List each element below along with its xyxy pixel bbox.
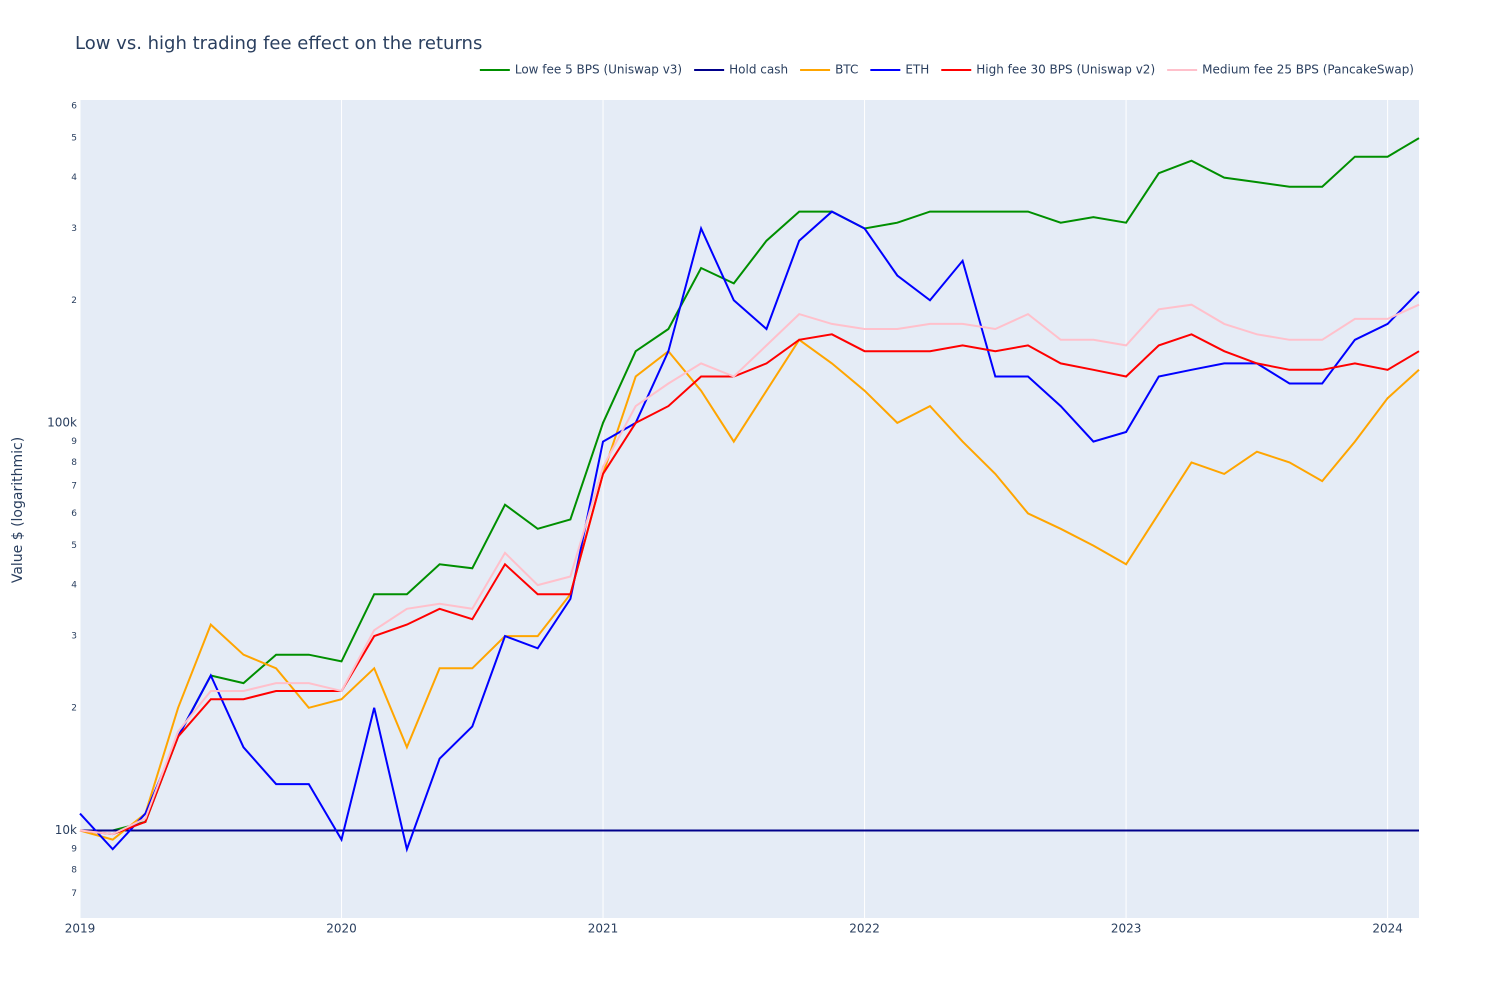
x-tick-label: 2023 — [1111, 922, 1142, 936]
y-tick-label: 3 — [71, 632, 77, 642]
y-tick-label: 4 — [71, 581, 77, 591]
y-tick-label: 7 — [71, 889, 77, 899]
series-line — [79, 338, 1420, 841]
y-tick-label: 6 — [71, 101, 77, 111]
series-line — [79, 333, 1420, 836]
legend: Low fee 5 BPS (Uniswap v3) Hold cash BTC ET… — [479, 63, 1414, 77]
x-tick-label: 2021 — [588, 922, 619, 936]
legend-label: Low fee 5 BPS (Uniswap v3) — [515, 63, 682, 77]
legend-label: Medium fee 25 BPS (PancakeSwap) — [1202, 63, 1414, 77]
legend-label: Hold cash — [729, 63, 788, 77]
y-tick-label: 4 — [71, 173, 77, 183]
x-tick-label: 2019 — [65, 922, 96, 936]
y-tick-label: 5 — [71, 134, 77, 144]
legend-label: BTC — [835, 63, 858, 77]
y-tick-label: 100k — [47, 415, 77, 429]
chart-title: Low vs. high trading fee effect on the r… — [75, 33, 482, 54]
x-tick-label: 2024 — [1372, 922, 1403, 936]
y-tick-label: 3 — [71, 224, 77, 234]
legend-label: ETH — [905, 63, 929, 77]
x-tick-label: 2020 — [326, 922, 357, 936]
y-tick-label: 2 — [71, 703, 77, 713]
x-tick-label: 2022 — [849, 922, 880, 936]
y-tick-label: 9 — [71, 437, 77, 447]
series-line — [79, 210, 1420, 853]
y-tick-label: 10k — [55, 823, 77, 837]
series-line — [79, 303, 1420, 836]
y-tick-label: 2 — [71, 296, 77, 306]
y-tick-label: 6 — [71, 509, 77, 519]
y-tick-label: 7 — [71, 482, 77, 492]
y-tick-label: 8 — [71, 866, 77, 876]
legend-label: High fee 30 BPS (Uniswap v2) — [976, 63, 1155, 77]
series-line — [80, 137, 1420, 832]
y-tick-label: 9 — [71, 845, 77, 855]
y-tick-label: 5 — [71, 541, 77, 551]
y-tick-label: 8 — [71, 458, 77, 468]
plot-area — [80, 100, 1419, 918]
y-axis-title: Value $ (logarithmic) — [10, 437, 26, 583]
